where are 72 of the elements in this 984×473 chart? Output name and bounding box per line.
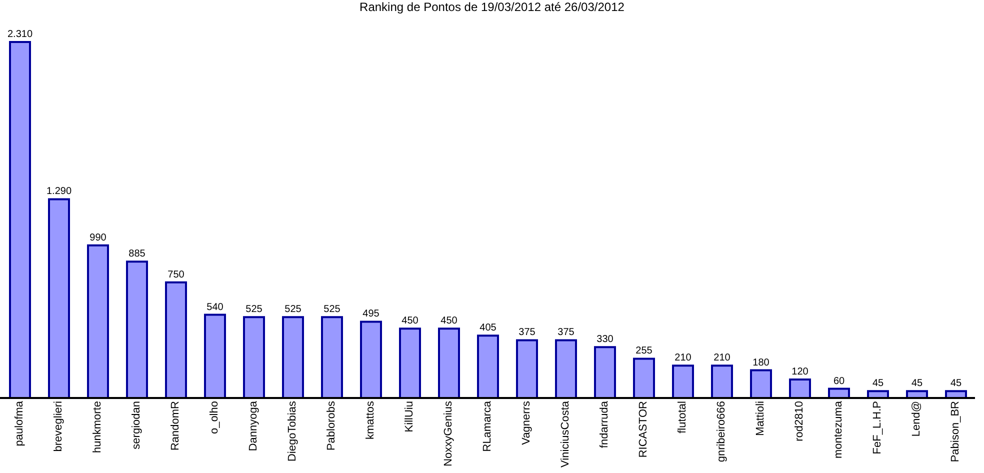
data-label: 375	[518, 327, 536, 338]
x-tick-label: o_olho	[208, 401, 220, 434]
x-tick-label: KillUiu	[404, 401, 416, 432]
x-tick-label: rod2810	[794, 401, 806, 442]
x-tick-label: DiegoTobias	[286, 400, 298, 462]
bar	[9, 41, 31, 399]
data-label: 525	[246, 304, 263, 316]
x-tick-label: Pablorobs	[326, 400, 338, 451]
bar	[126, 260, 148, 399]
bar	[321, 316, 343, 399]
data-label: 45	[872, 378, 884, 390]
bar	[633, 358, 655, 399]
x-tick-label: Vagnerrs	[520, 400, 532, 445]
x-tick-label: hunkmorte	[92, 401, 104, 453]
bar	[360, 320, 382, 399]
bar	[750, 369, 772, 399]
x-tick-label: NoxxyGenius	[442, 400, 454, 466]
data-label: 1.290	[46, 186, 72, 198]
x-tick-label: ViniciusCosta	[560, 400, 572, 468]
data-label: 120	[792, 366, 809, 378]
x-tick-label: Mattioli	[754, 401, 766, 436]
bar	[555, 339, 577, 399]
x-tick-label: fndarruda	[598, 400, 610, 448]
x-tick-label: montezuma	[832, 400, 844, 458]
bar	[87, 244, 109, 399]
x-tick-label: RandomR	[170, 400, 182, 451]
data-label: 330	[596, 334, 614, 346]
bar	[516, 339, 538, 399]
x-tick-label: RICASTOR	[638, 400, 650, 458]
x-tick-label: FeF_L.H.P	[872, 401, 884, 454]
x-tick-label: flutotal	[676, 401, 688, 434]
x-tick-label: Pabison_BR	[950, 400, 962, 462]
data-label: 60	[833, 376, 845, 387]
bar	[711, 364, 733, 399]
bar	[204, 314, 226, 399]
data-label: 210	[674, 352, 692, 364]
bar	[672, 364, 694, 399]
data-label: 540	[206, 302, 224, 313]
bar	[165, 281, 187, 399]
x-tick-label: RLamarca	[482, 400, 494, 452]
data-label: 405	[480, 322, 497, 334]
x-tick-label: kmattos	[364, 400, 376, 440]
chart-title: Ranking de Pontos de 19/03/2012 até 26/03/2012	[358, 0, 626, 15]
data-label: 495	[362, 308, 380, 320]
data-label: 45	[950, 378, 962, 390]
data-label: 450	[440, 316, 458, 327]
bar	[399, 328, 421, 399]
bar	[282, 316, 304, 399]
data-label: 210	[714, 352, 731, 364]
data-label: 990	[90, 232, 107, 244]
x-tick-label: gnribeiro666	[716, 401, 728, 462]
data-label: 525	[324, 304, 341, 316]
x-tick-label: Lend@	[910, 401, 922, 437]
data-label: 750	[168, 269, 185, 280]
bar	[438, 328, 460, 399]
bar	[477, 334, 499, 399]
data-label: 255	[636, 346, 653, 357]
data-label: 885	[128, 248, 146, 260]
data-label: 45	[911, 378, 923, 390]
data-label: 180	[752, 357, 770, 368]
bar	[48, 198, 70, 399]
x-tick-label: Dannyoga	[248, 400, 260, 452]
bar	[789, 378, 811, 399]
x-tick-label: paulofma	[14, 400, 26, 446]
data-label: 2.310	[7, 29, 33, 40]
data-label: 375	[558, 327, 575, 338]
data-label: 450	[402, 316, 419, 327]
bar	[594, 346, 616, 399]
bar	[243, 316, 265, 399]
data-label: 525	[284, 304, 302, 316]
x-tick-label: breveglieri	[52, 401, 64, 452]
x-tick-label: sergiodan	[130, 401, 142, 450]
